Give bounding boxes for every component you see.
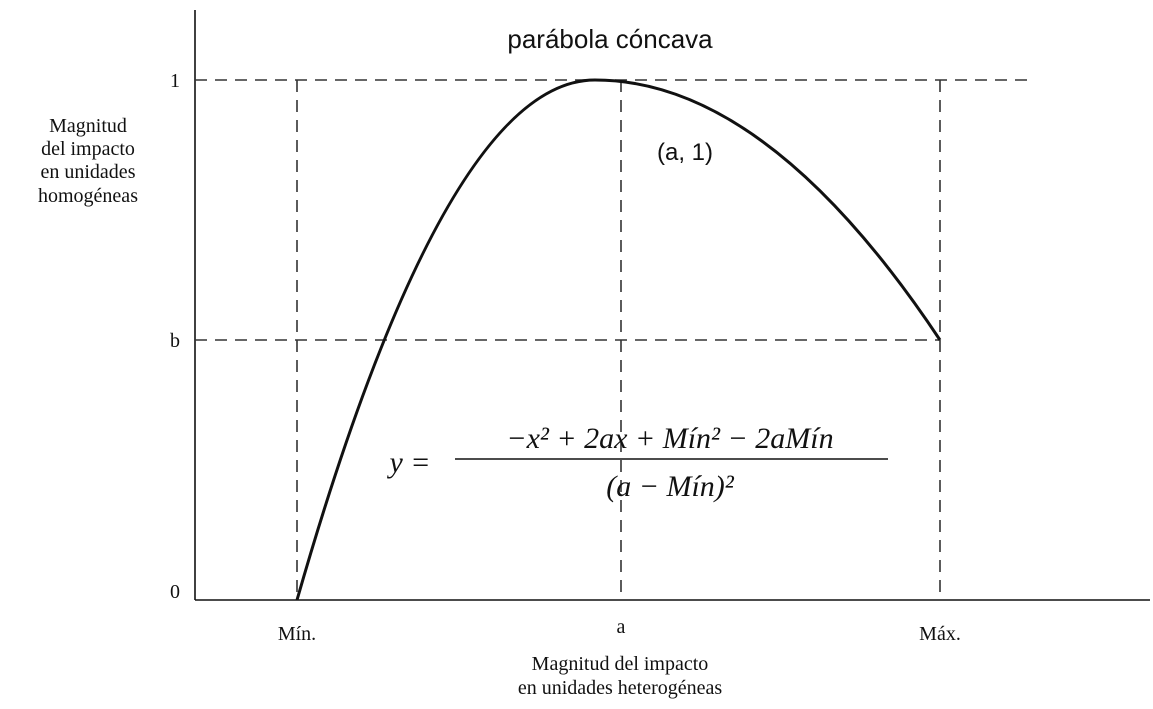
formula-denominator: (a − Mín)² xyxy=(606,470,735,503)
formula-lhs: y = xyxy=(386,446,430,479)
point-label: (a, 1) xyxy=(657,139,713,166)
x-tick-label: Mín. xyxy=(278,623,316,645)
y-axis-label: Magnitud xyxy=(49,115,127,137)
y-tick-label: 1 xyxy=(170,70,180,92)
curve xyxy=(295,78,942,601)
x-tick-label: a xyxy=(617,616,626,638)
x-tick-label: Máx. xyxy=(919,623,961,645)
formula-numerator: −x² + 2ax + Mín² − 2aMín xyxy=(506,422,833,455)
y-axis-label: del impacto xyxy=(41,138,135,160)
y-axis-label: homogéneas xyxy=(38,185,138,207)
y-tick-label: b xyxy=(170,330,180,352)
title: parábola cóncava xyxy=(507,24,713,54)
y-tick-label: 0 xyxy=(170,581,180,603)
x-axis-label: en unidades heterogéneas xyxy=(518,677,723,699)
x-axis-label: Magnitud del impacto xyxy=(532,653,709,675)
y-axis-label: en unidades xyxy=(41,161,136,183)
